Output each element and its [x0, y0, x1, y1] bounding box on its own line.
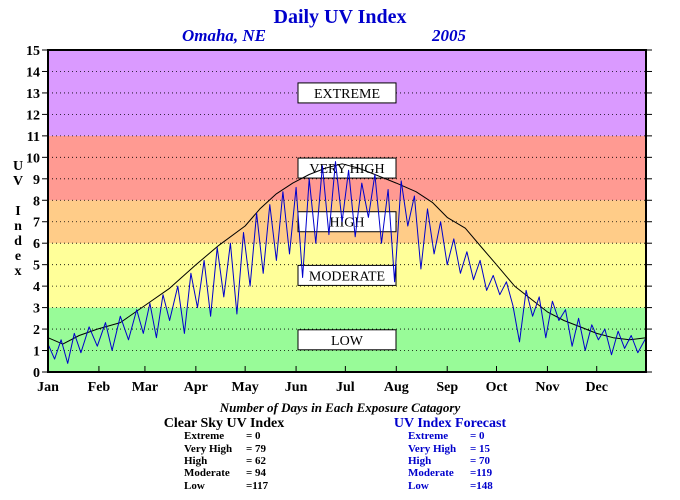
summary-clear-sky: Clear Sky UV Index Extreme = 0 Very High… — [164, 416, 284, 492]
band-label-moderate: MODERATE — [309, 269, 385, 284]
x-tick-label: Mar — [132, 380, 158, 395]
chart-subtitle-location: Omaha, NE — [182, 26, 266, 45]
summary-forecast-very-high-label: Very High — [408, 443, 456, 455]
summary-forecast-extreme-value: = 0 — [470, 430, 485, 442]
series-lines — [47, 161, 647, 364]
y-tick-label: 11 — [27, 130, 40, 145]
y-tick-label: 5 — [33, 259, 40, 274]
y-axis-label-char: e — [15, 249, 21, 264]
summary-clear-sky-moderate-label: Moderate — [184, 467, 230, 479]
band-label-extreme: EXTREME — [314, 87, 380, 102]
summary-forecast-moderate-value: =119 — [470, 467, 493, 479]
y-axis-label-char: d — [14, 234, 22, 249]
y-tick-label: 8 — [33, 194, 40, 209]
y-tick-label: 0 — [33, 366, 40, 381]
summary-clear-sky-very-high-value: = 79 — [246, 443, 267, 455]
y-axis-label-char: V — [13, 174, 23, 189]
y-tick-label: 15 — [26, 44, 40, 59]
series-uv-index-forecast — [47, 161, 647, 364]
band-label-box-high — [297, 211, 397, 233]
summary-forecast-high-label: High — [408, 455, 431, 467]
y-axis-label-char: x — [15, 264, 22, 279]
summary-clear-sky-low-value: =117 — [246, 480, 269, 492]
y-axis-label-char — [16, 189, 20, 204]
y-tick-label: 3 — [33, 302, 40, 317]
summary-clear-sky-moderate-value: = 94 — [246, 467, 267, 479]
band-label-high: HIGH — [330, 216, 365, 231]
band-label-box-low — [297, 329, 397, 351]
series-clear-sky-uv-index — [47, 163, 647, 345]
x-tick-label: Jan — [37, 380, 59, 395]
band-label-very-high: VERY HIGH — [309, 162, 384, 177]
y-axis-label-char: U — [13, 159, 23, 174]
y-tick-label: 10 — [26, 151, 40, 166]
x-axis-ticks: Jan Feb Mar Apr May Jun Jul Aug Sep Oct Nov Dec — [37, 366, 608, 395]
x-tick-label: May — [232, 380, 259, 395]
y-tick-label: 6 — [33, 237, 40, 252]
x-tick-label: Jun — [285, 380, 308, 395]
y-tick-label: 1 — [33, 345, 40, 360]
summary-forecast-title: UV Index Forecast — [394, 416, 507, 431]
summary-clear-sky-high-label: High — [184, 455, 207, 467]
summary-clear-sky-extreme-label: Extreme — [184, 430, 224, 442]
x-tick-label: Jul — [336, 380, 355, 395]
chart-subtitle-year: 2005 — [431, 26, 467, 45]
counts-caption: Number of Days in Each Exposure Catagory — [219, 400, 461, 415]
x-tick-label: Aug — [384, 380, 409, 395]
x-tick-label: Apr — [184, 380, 208, 395]
x-tick-label: Sep — [436, 380, 458, 395]
band-label-low: LOW — [331, 334, 364, 349]
y-axis-label-char: I — [15, 204, 20, 219]
summary-forecast: UV Index Forecast Extreme = 0 Very High … — [394, 416, 507, 492]
plot-frame — [47, 49, 647, 373]
summary-forecast-extreme-label: Extreme — [408, 430, 448, 442]
y-tick-label: 4 — [33, 280, 40, 295]
y-tick-label: 12 — [26, 108, 40, 123]
y-axis-label-char: n — [14, 219, 22, 234]
summary-clear-sky-high-value: = 62 — [246, 455, 267, 467]
summary-forecast-low-value: =148 — [470, 480, 493, 492]
summary-clear-sky-title: Clear Sky UV Index — [164, 416, 284, 431]
summary-forecast-high-value: = 70 — [470, 455, 491, 467]
x-tick-label: Oct — [486, 380, 508, 395]
summary-forecast-very-high-value: = 15 — [470, 443, 491, 455]
chart-title: Daily UV Index — [274, 6, 407, 28]
y-tick-label: 9 — [33, 173, 40, 188]
summary-clear-sky-low-label: Low — [184, 480, 205, 492]
band-label-box-extreme — [297, 82, 397, 104]
summary-clear-sky-extreme-value: = 0 — [246, 430, 261, 442]
band-label-box-moderate — [297, 264, 397, 286]
x-tick-label: Feb — [88, 380, 111, 395]
y-tick-label: 7 — [33, 216, 40, 231]
x-tick-label: Dec — [585, 380, 608, 395]
y-tick-label: 2 — [33, 323, 40, 338]
y-tick-label: 13 — [26, 87, 40, 102]
summary-forecast-low-label: Low — [408, 480, 429, 492]
y-tick-label: 14 — [26, 65, 40, 80]
summary-clear-sky-very-high-label: Very High — [184, 443, 232, 455]
x-tick-label: Nov — [535, 380, 559, 395]
summary-forecast-moderate-label: Moderate — [408, 467, 454, 479]
